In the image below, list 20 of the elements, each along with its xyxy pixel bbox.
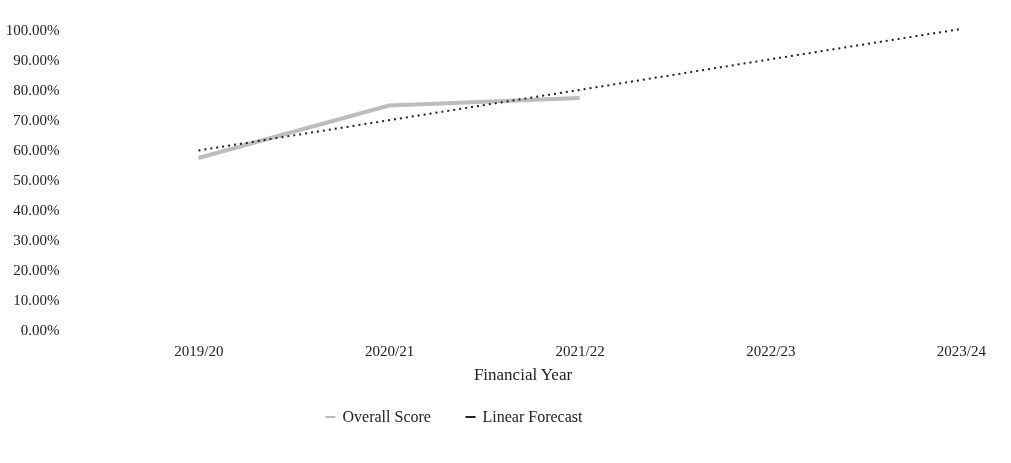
y-tick-label: 60.00% xyxy=(13,141,60,158)
y-tick-label: 30.00% xyxy=(13,231,60,248)
x-tick-label: 2019/20 xyxy=(174,342,224,359)
x-axis-title: Financial Year xyxy=(473,364,573,384)
y-tick-label: 20.00% xyxy=(13,261,60,278)
legend-label: Linear Forecast xyxy=(482,408,584,425)
x-tick-label: 2023/24 xyxy=(936,342,987,359)
y-tick-label: 40.00% xyxy=(13,201,60,218)
legend-label: Overall Score xyxy=(342,408,431,425)
y-tick-label: 80.00% xyxy=(13,81,60,98)
line-series xyxy=(197,28,962,152)
x-tick-label: 2021/22 xyxy=(555,342,605,359)
x-tick-label: 2020/21 xyxy=(364,342,415,359)
y-tick-label: 10.00% xyxy=(13,291,60,308)
y-tick-label: 0.00% xyxy=(20,321,60,338)
y-tick-label: 50.00% xyxy=(13,171,60,188)
y-tick-label: 70.00% xyxy=(13,111,60,128)
y-tick-label: 100.00% xyxy=(5,21,60,38)
y-tick-label: 90.00% xyxy=(13,51,60,68)
x-tick-label: 2022/23 xyxy=(746,342,796,359)
